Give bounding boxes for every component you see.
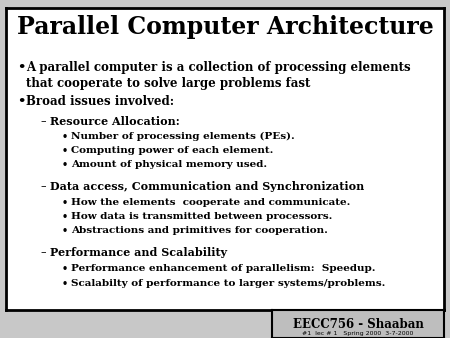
Text: Abstractions and primitives for cooperation.: Abstractions and primitives for cooperat… — [71, 226, 328, 236]
Text: How the elements  cooperate and communicate.: How the elements cooperate and communica… — [71, 198, 351, 207]
Text: •: • — [17, 61, 26, 74]
Text: •: • — [62, 212, 68, 222]
Text: Computing power of each element.: Computing power of each element. — [71, 146, 274, 155]
Text: Scalabilty of performance to larger systems/problems.: Scalabilty of performance to larger syst… — [71, 279, 386, 288]
Text: •: • — [62, 279, 68, 289]
Text: Broad issues involved:: Broad issues involved: — [26, 95, 174, 107]
Text: –: – — [40, 116, 46, 126]
Text: EECC756 - Shaaban: EECC756 - Shaaban — [292, 318, 423, 331]
Text: •: • — [62, 146, 68, 156]
Text: •: • — [62, 160, 68, 170]
Text: A parallel computer is a collection of processing elements
that cooperate to sol: A parallel computer is a collection of p… — [26, 61, 411, 90]
Text: Data access, Communication and Synchronization: Data access, Communication and Synchroni… — [50, 181, 364, 192]
Text: Parallel Computer Architecture: Parallel Computer Architecture — [17, 15, 433, 39]
Text: How data is transmitted between processors.: How data is transmitted between processo… — [71, 212, 333, 221]
Text: Resource Allocation:: Resource Allocation: — [50, 116, 179, 127]
Text: •: • — [62, 132, 68, 142]
Text: #1  lec # 1   Spring 2000  3-7-2000: #1 lec # 1 Spring 2000 3-7-2000 — [302, 331, 414, 336]
Text: •: • — [62, 226, 68, 237]
Text: Number of processing elements (PEs).: Number of processing elements (PEs). — [71, 132, 295, 141]
Text: Performance enhancement of parallelism:  Speedup.: Performance enhancement of parallelism: … — [71, 264, 376, 273]
Text: Amount of physical memory used.: Amount of physical memory used. — [71, 160, 267, 169]
Text: •: • — [62, 198, 68, 208]
Text: –: – — [40, 247, 46, 258]
Text: –: – — [40, 181, 46, 191]
Text: •: • — [62, 264, 68, 274]
Text: Performance and Scalability: Performance and Scalability — [50, 247, 227, 259]
Text: •: • — [17, 95, 26, 107]
